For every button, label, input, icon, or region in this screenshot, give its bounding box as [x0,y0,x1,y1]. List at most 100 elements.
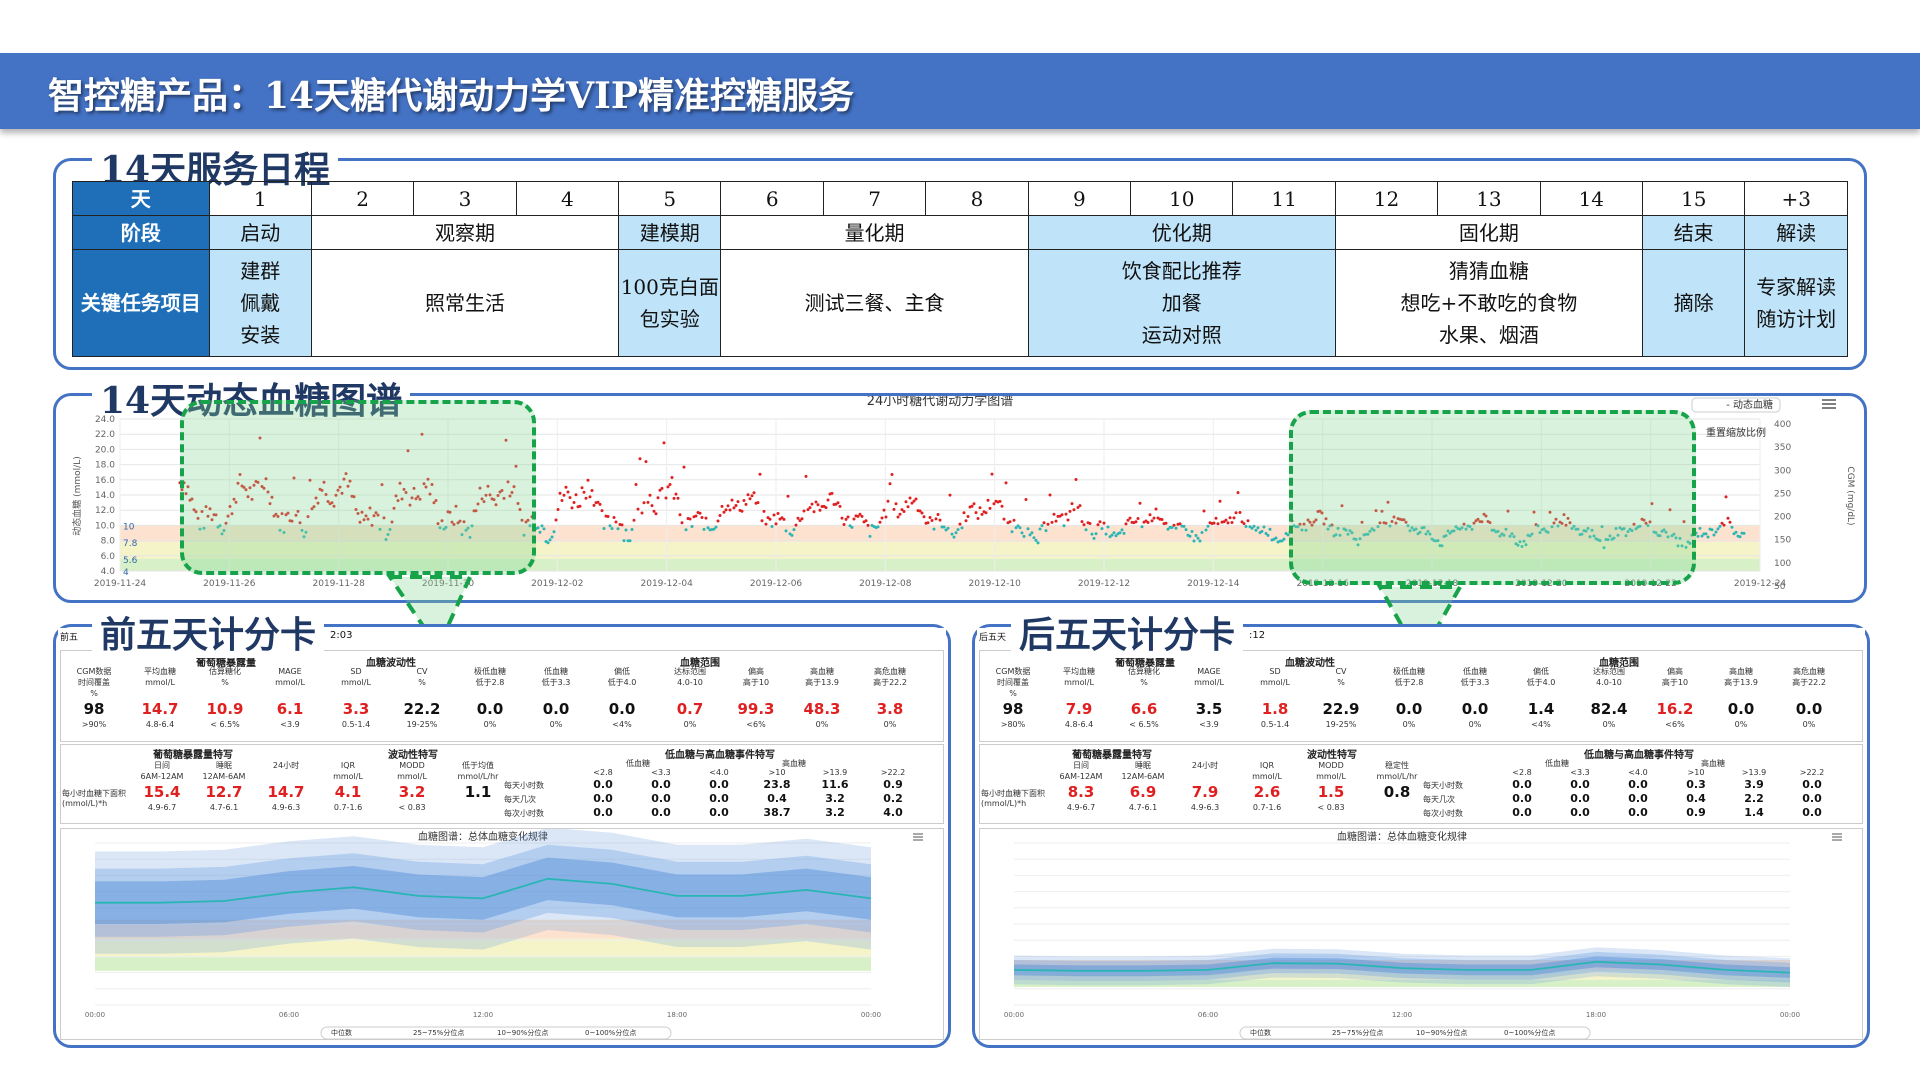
card1-title: 前五天计分卡 [92,606,325,658]
cgm-point-normal [1646,524,1650,528]
metric-label-3 [1509,688,1573,699]
cgm-point-normal [1118,531,1122,535]
metric-value: 14.7 [141,700,179,718]
event-value: 0.4 [767,792,787,805]
cgm-point-high [1318,509,1322,513]
cgm-point-high [666,485,670,489]
band-high [1014,960,1790,970]
metric-target: 0% [483,720,497,729]
event-value: 3.2 [825,806,845,819]
cgm-point-normal [1580,532,1584,536]
cgm-point-normal [1730,525,1734,529]
metric-label-1: 偏高 [748,667,764,676]
cgm-point-high [238,473,242,476]
cgm-point-normal [1448,531,1452,535]
legend-item: 0~100%分位点 [1504,1028,1555,1037]
cgm-point-high [1312,520,1316,524]
x-tick: 00:00 [1780,1011,1800,1019]
cgm-point-high [698,511,702,515]
cgm-point-high [842,523,846,526]
cgm-point-high [1566,516,1570,520]
metric-target: <6% [1665,720,1685,729]
metric-11: 高血糖 高于13.9 48.3 0% [790,666,854,730]
cgm-point-normal [1468,525,1472,528]
cgm-point-high [1222,520,1226,524]
cgm-point-high [414,497,418,501]
cgm-point-normal [1350,531,1354,535]
metric-target: 0% [549,720,563,729]
cgm-point-normal [1016,524,1020,528]
header-fragment-2: :12 [1249,630,1266,641]
detail-label-2 [256,771,316,782]
metric-value: 0.0 [476,700,504,718]
metric-10: 偏高 高于10 99.3 <6% [724,666,788,730]
cgm-point-high [296,509,300,513]
cgm-point-high [314,496,318,500]
cgm-point-normal [1624,534,1628,538]
detail-3: IQR mmol/L 4.1 0.7-1.6 [318,760,378,813]
cgm-point-high [906,505,910,509]
task-solid: 猜猜血糖 想吃+不敢吃的食物 水果、烟酒 [1334,249,1644,357]
cgm-point-high [1722,523,1726,527]
cgm-point-high [934,517,938,521]
metric-label-1: 偏低 [614,667,630,676]
cgm-point-high [1212,521,1216,525]
legend-item: 10~90%分位点 [497,1028,548,1037]
metric-label-1: 平均血糖 [1063,667,1095,676]
cgm-point-normal [1358,537,1362,541]
cgm-point-high [734,504,738,507]
cgm-point-high [398,481,402,485]
metric-3: MAGE mmol/L 3.5 <3.9 [1177,666,1241,730]
cgm-point-high [208,507,212,511]
y-tick: 10.0 [95,521,115,531]
metric-target: 0% [1602,720,1616,729]
cgm-point-high [1234,511,1238,515]
cgm-point-high [880,516,884,520]
page-header: 智控糖产品：14天糖代谢动力学VIP精准控糖服务 [0,53,1920,129]
metric-label-2: 高于13.9 [805,678,839,687]
detail-target: 4.9-6.3 [1190,803,1220,812]
cgm-point-normal [1028,533,1032,537]
cgm-point-high [966,515,970,518]
x-tick: 18:00 [1586,1011,1606,1019]
cgm-point-normal [1110,533,1114,537]
cgm-point-high [840,516,844,520]
day-header: 天 [72,181,210,216]
cgm-point-normal [1458,527,1462,531]
reset-zoom-button[interactable]: 重置缩放比例 [1706,426,1766,439]
cgm-point-high [1066,518,1070,522]
cgm-point-normal [1388,524,1392,528]
cgm-point-high [514,464,518,468]
cgm-point-normal [1716,527,1720,531]
metric-target: 0% [1802,720,1816,729]
cgm-point-high [338,485,342,489]
cgm-point-high [324,493,328,496]
cgm-point-high [1374,509,1378,513]
cgm-point-high [938,518,942,522]
card2-score: 后五天:12 葡萄糖暴露量 血糖波动性 血糖范围 CGM数据 时间覆盖% 98 >80% 平均血… [977,628,1865,1044]
event-value: 0.9 [883,778,903,791]
cgm-point-high [1098,520,1102,524]
metric-label-1: 极低血糖 [1393,667,1425,676]
cgm-point-normal [956,528,960,532]
cgm-point-high [1380,509,1384,513]
cgm-point-normal [1286,533,1290,537]
metric-label-1: CV [1335,667,1347,676]
cgm-point-high [290,519,294,523]
metric-5: CV% 22.2 19-25% [390,666,454,730]
cgm-point-normal [1424,532,1428,536]
cgm-point-normal [1304,528,1308,532]
percentile-band [95,857,871,924]
event-value: 0.0 [1802,806,1822,819]
cgm-point-normal [1010,530,1014,534]
cgm-point-normal [1608,534,1612,538]
metric-label-2: 时间覆盖 [997,678,1029,687]
cgm-point-high [836,501,840,505]
cgm-point-normal [1094,532,1098,536]
cgm-point-high [504,438,508,442]
metric-target: 19-25% [1325,720,1357,729]
cgm-point-normal [1614,527,1618,530]
cgm-point-high [858,512,862,516]
cgm-point-high [204,505,208,509]
cgm-point-high [992,502,996,506]
